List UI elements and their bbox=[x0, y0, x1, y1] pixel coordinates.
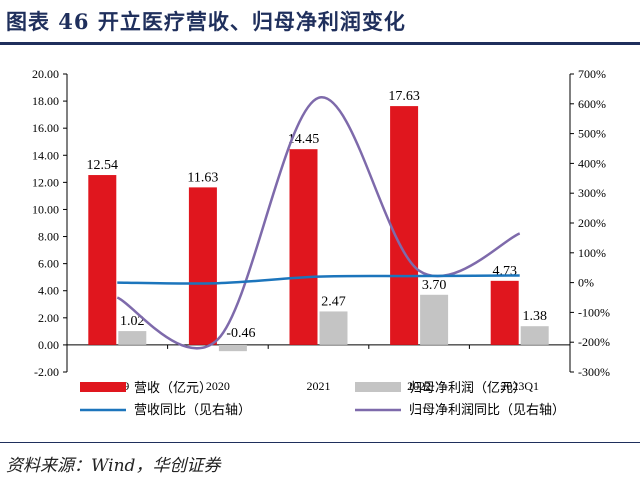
left-axis-tick-label: 18.00 bbox=[32, 94, 59, 108]
left-axis-tick-label: 2.00 bbox=[38, 311, 59, 325]
revenue-bar bbox=[390, 106, 419, 345]
legend-label-revenue: 营收（亿元） bbox=[134, 380, 212, 395]
profit-bar bbox=[319, 311, 348, 345]
profit-bar bbox=[520, 326, 549, 345]
legend-label-profit: 归母净利润（亿元） bbox=[409, 380, 526, 395]
legend-label-profit-yoy: 归母净利润同比（见右轴） bbox=[409, 402, 565, 417]
right-axis-tick-label: 100% bbox=[578, 246, 606, 260]
revenue-bar bbox=[490, 280, 519, 345]
right-axis-tick-label: 300% bbox=[578, 186, 606, 200]
left-axis-tick-label: 16.00 bbox=[32, 121, 59, 135]
revenue-bar-label: 17.63 bbox=[388, 89, 420, 104]
left-axis-tick-label: 12.00 bbox=[32, 175, 59, 189]
left-axis-tick-label: 10.00 bbox=[32, 202, 59, 216]
legend-swatch-revenue bbox=[80, 382, 126, 392]
x-axis-tick-label: 2022 bbox=[407, 379, 431, 393]
right-axis-tick-label: -100% bbox=[578, 305, 610, 319]
profit-bar-label: 1.02 bbox=[120, 314, 145, 329]
x-axis-tick-label: 2021 bbox=[307, 379, 331, 393]
profit-bar-label: -0.46 bbox=[226, 326, 255, 341]
right-axis-tick-label: 400% bbox=[578, 156, 606, 170]
profit-bar-label: 1.38 bbox=[522, 309, 547, 324]
x-axis-tick-label: 2023Q1 bbox=[500, 379, 539, 393]
profit-bar-label: 2.47 bbox=[321, 294, 346, 309]
source-note: 资料来源：Wind，华创证券 bbox=[6, 456, 221, 476]
revenue-bar-label: 11.63 bbox=[187, 170, 218, 185]
right-axis-tick-label: -200% bbox=[578, 335, 610, 349]
x-axis-tick-label: 2020 bbox=[206, 379, 230, 393]
profit-bar bbox=[118, 331, 147, 345]
revenue-bar bbox=[188, 187, 217, 345]
revenue-yoy-line bbox=[117, 274, 520, 285]
legend-label-revenue-yoy: 营收同比（见右轴） bbox=[134, 402, 251, 417]
left-axis-tick-label: 0.00 bbox=[38, 338, 59, 352]
right-axis-tick-label: -300% bbox=[578, 365, 610, 379]
revenue-bar bbox=[289, 149, 318, 345]
figure-title: 图表 46 开立医疗营收、归母净利润变化 bbox=[6, 9, 406, 34]
left-axis-tick-label: 4.00 bbox=[38, 284, 59, 298]
right-axis-tick-label: 600% bbox=[578, 97, 606, 111]
left-axis-tick-label: 20.00 bbox=[32, 67, 59, 81]
right-axis-tick-label: 500% bbox=[578, 127, 606, 141]
legend-swatch-profit bbox=[355, 382, 401, 392]
figure-header: 图表 46 开立医疗营收、归母净利润变化 bbox=[0, 0, 640, 45]
combo-chart: -2.00 0.00 2.00 4.00 6.00 8.00 10.00 12.00 14.00… bbox=[32, 67, 610, 417]
left-axis-tick-label: 14.00 bbox=[32, 148, 59, 162]
profit-bar-label: 3.70 bbox=[422, 278, 447, 293]
right-axis-tick-label: 200% bbox=[578, 216, 606, 230]
profit-bar bbox=[218, 344, 247, 352]
revenue-bar bbox=[88, 175, 117, 345]
profit-bar bbox=[420, 294, 449, 345]
right-axis-tick-label: 700% bbox=[578, 67, 606, 81]
revenue-bar-label: 12.54 bbox=[87, 158, 119, 173]
left-axis-tick-label: 8.00 bbox=[38, 230, 59, 244]
left-axis-tick-label: -2.00 bbox=[34, 365, 59, 379]
left-axis-tick-label: 6.00 bbox=[38, 257, 59, 271]
title-divider bbox=[0, 42, 640, 45]
revenue-bar-label: 14.45 bbox=[288, 132, 320, 147]
source-divider bbox=[0, 442, 640, 443]
right-axis-tick-label: 0% bbox=[578, 276, 594, 290]
